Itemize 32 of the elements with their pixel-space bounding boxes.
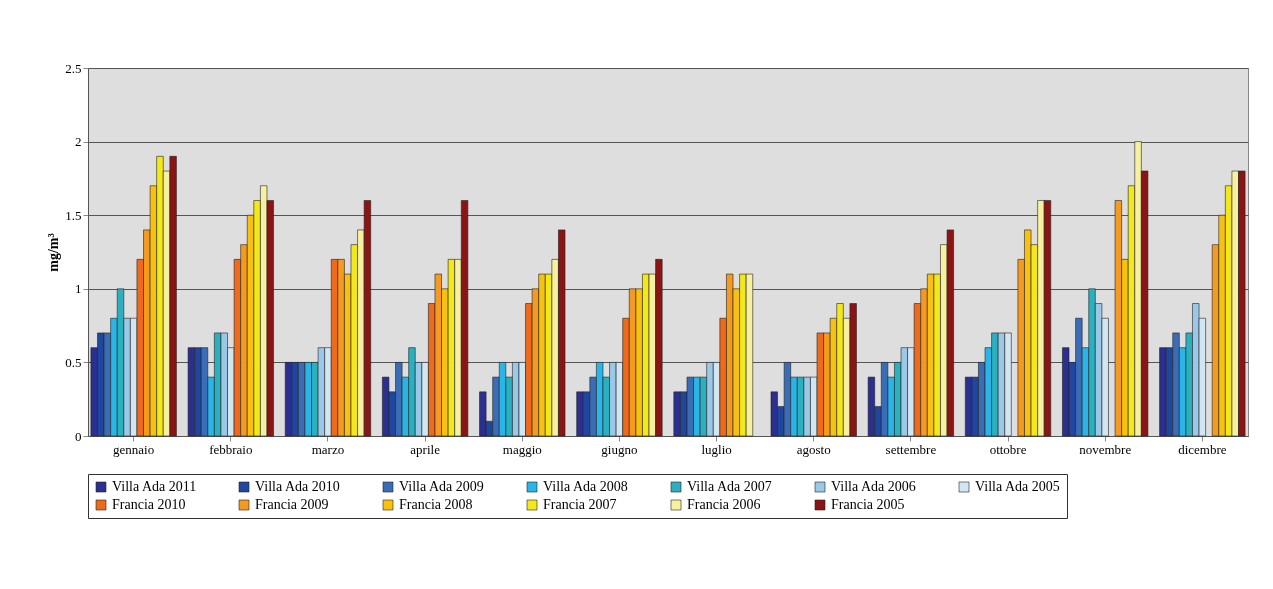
y-tick-label: 1.5 [65, 207, 82, 223]
y-tick-label: 2 [75, 134, 82, 150]
x-tick-label: maggio [502, 441, 542, 457]
legend-label: Villa Ada 2010 [255, 479, 340, 494]
legend-label: Francia 2010 [112, 497, 186, 512]
y-tick-label: 1 [75, 281, 82, 297]
y-tick-label: 0 [75, 428, 82, 444]
legend-label: Villa Ada 2009 [399, 479, 484, 494]
legend-label: Villa Ada 2006 [831, 479, 916, 494]
y-tick-label: 2.5 [65, 60, 82, 76]
x-tick-label: ottobre [989, 441, 1027, 457]
legend-label: Francia 2005 [831, 497, 905, 512]
x-tick-label: marzo [311, 441, 345, 457]
x-tick-label: dicembre [1178, 441, 1227, 457]
y-tick-label: 0.5 [65, 354, 82, 370]
legend-label: Villa Ada 2008 [543, 479, 628, 494]
x-tick-label: aprile [410, 441, 441, 457]
x-tick-label: giugno [601, 441, 638, 457]
legend-label: Villa Ada 2005 [975, 479, 1060, 494]
x-tick-label: agosto [796, 441, 831, 457]
legend-label: Francia 2008 [399, 497, 473, 512]
legend-label: Francia 2009 [255, 497, 329, 512]
x-tick-label: gennaio [113, 441, 155, 457]
legend-label: Villa Ada 2007 [687, 479, 772, 494]
legend-label: Francia 2007 [543, 497, 617, 512]
x-tick-label: settembre [885, 441, 937, 457]
x-tick-label: febbraio [209, 441, 253, 457]
x-tick-label: luglio [701, 441, 732, 457]
legend-label: Villa Ada 2011 [112, 479, 197, 494]
x-tick-label: novembre [1079, 441, 1132, 457]
legend-label: Francia 2006 [687, 497, 761, 512]
y-axis-title: mg/m³ [46, 233, 62, 272]
